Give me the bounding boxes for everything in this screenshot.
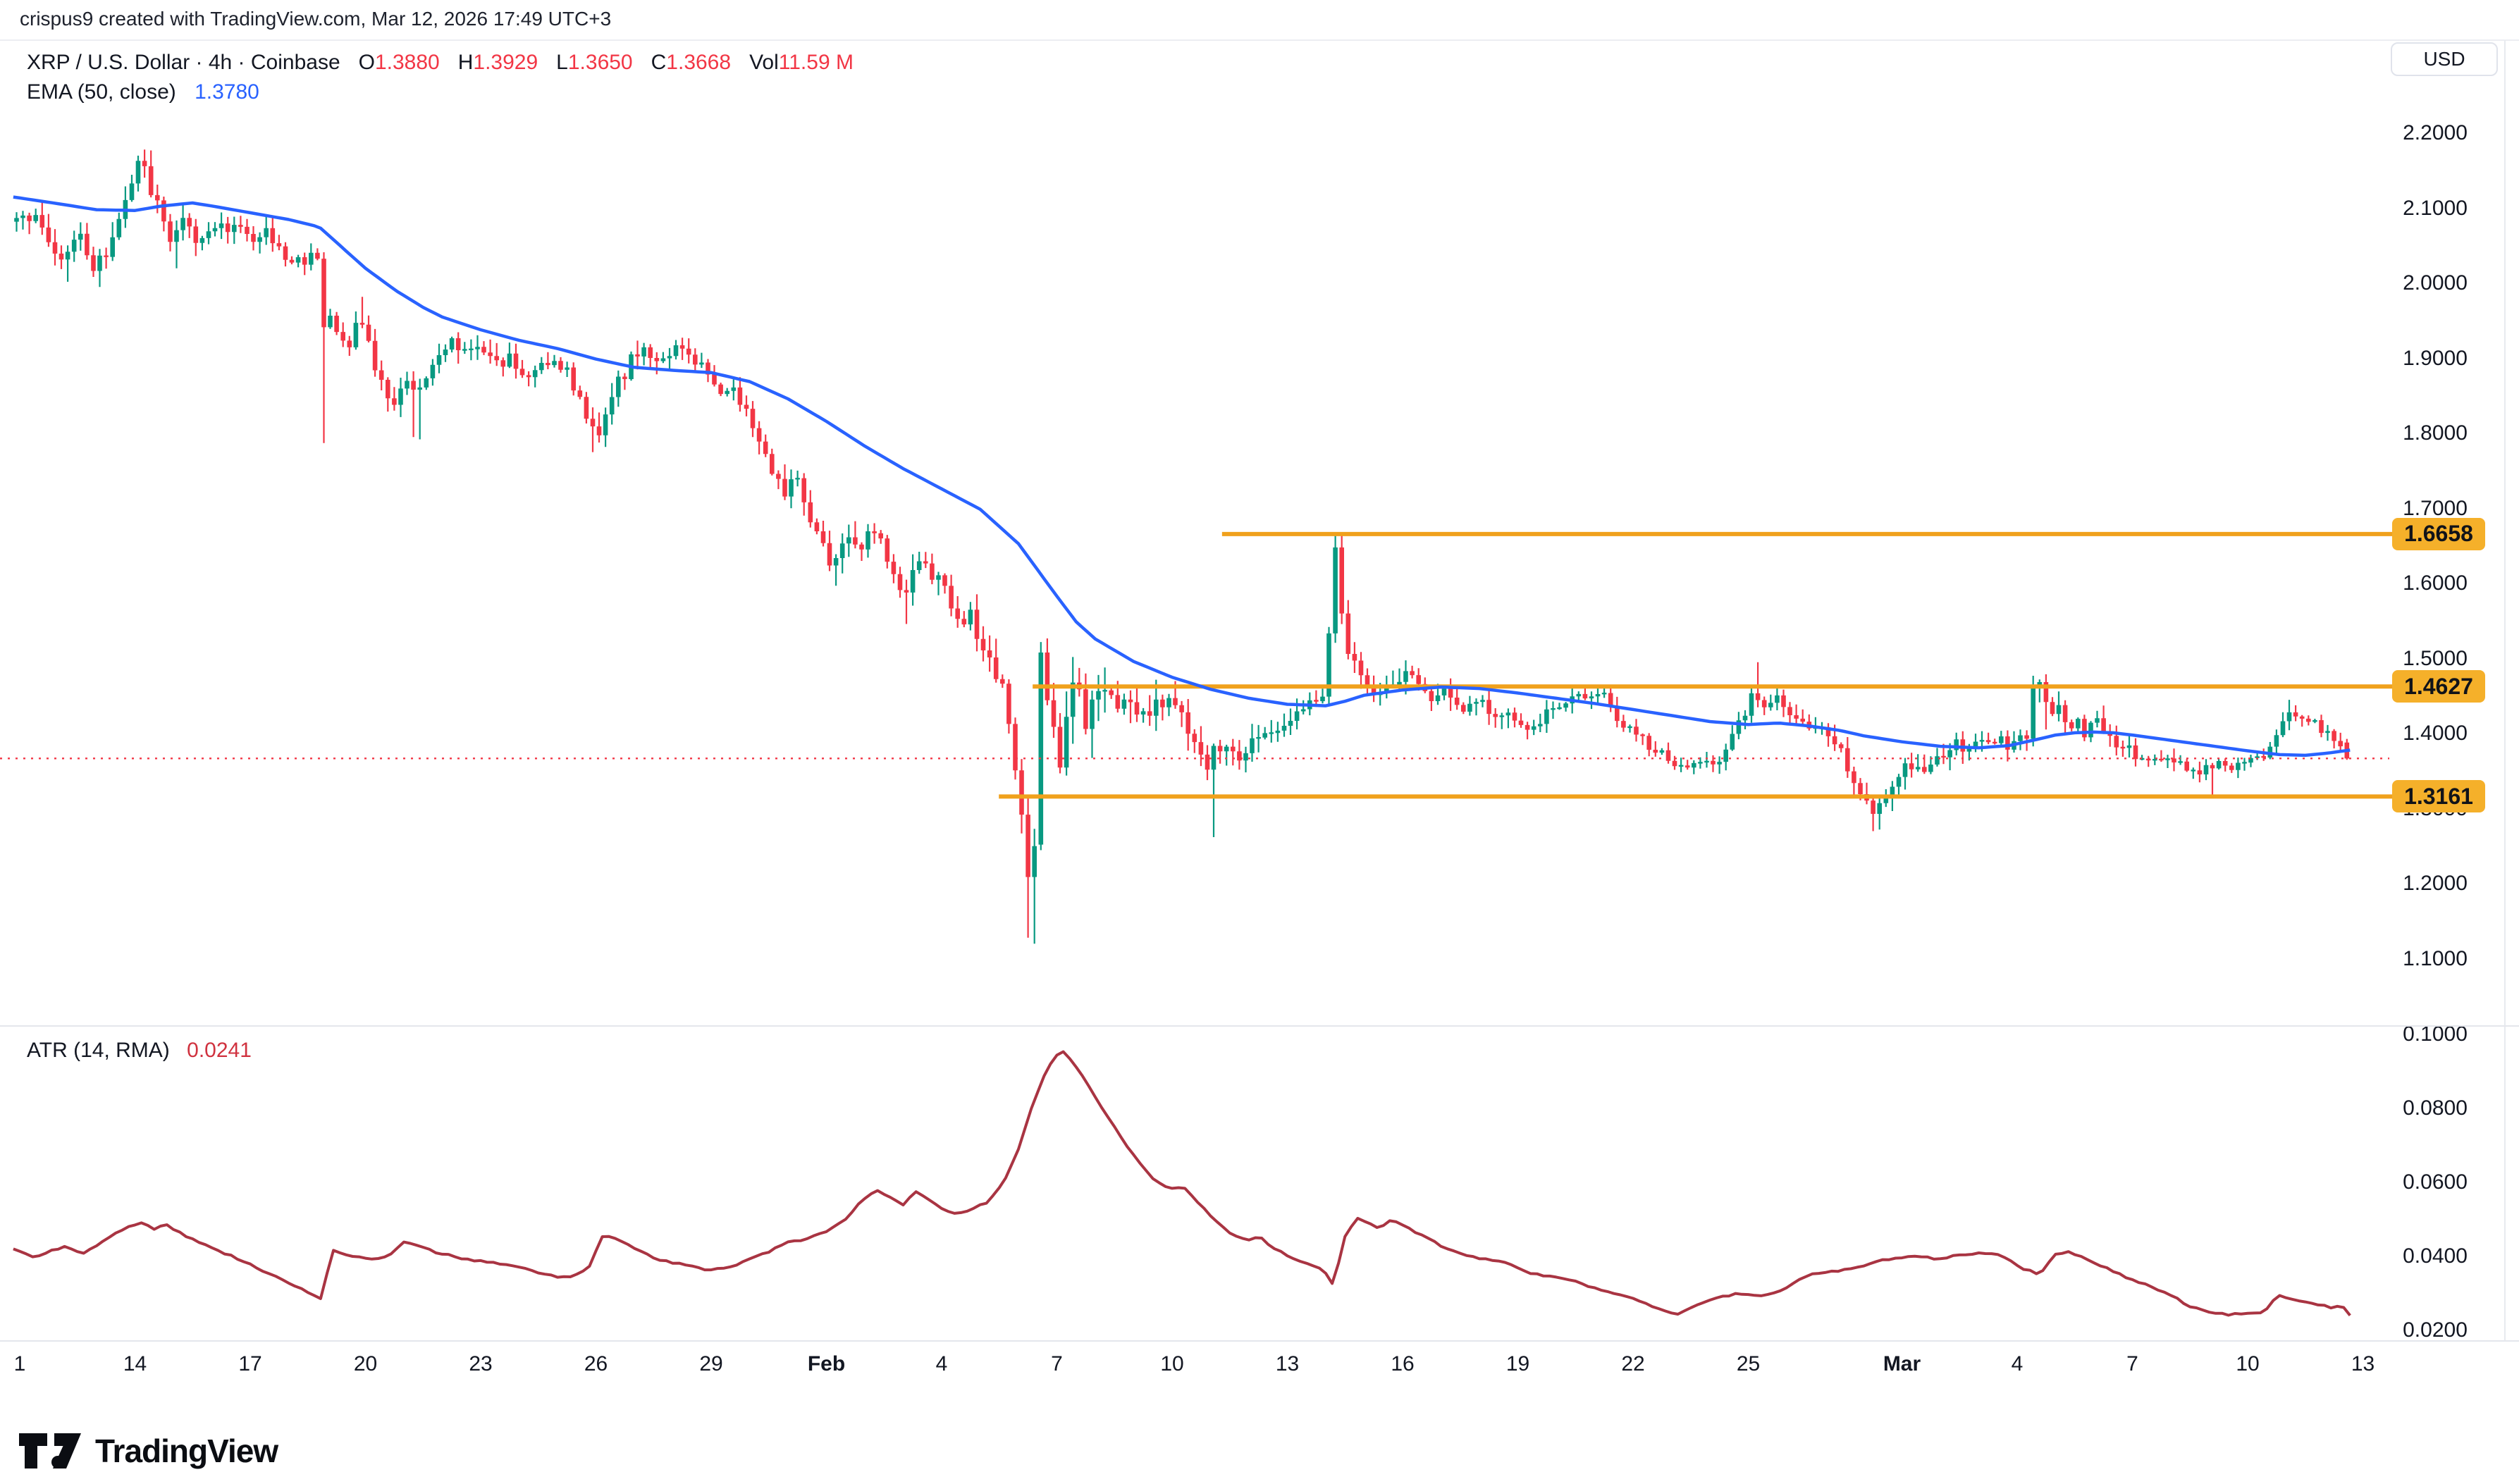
price-scale-label: 1.8000 [2403, 421, 2468, 445]
tradingview-logo-text: TradingView [95, 1433, 278, 1469]
atr-line [13, 1050, 2351, 1317]
time-axis-label: 29 [699, 1352, 723, 1375]
time-axis-label: 4 [935, 1352, 948, 1375]
attribution-text: crispus9 created with TradingView.com, M… [20, 8, 612, 30]
time-axis-label: 22 [1621, 1352, 1645, 1375]
price-scale-label: 1.5000 [2403, 646, 2468, 670]
open-value: O1.3880 [358, 51, 440, 74]
tradingview-logo[interactable]: TradingView [18, 1432, 278, 1470]
low-value: L1.3650 [556, 51, 633, 74]
ema-label: EMA (50, close) [27, 80, 176, 104]
price-scale-label: 2.2000 [2403, 121, 2468, 144]
time-axis-label: 25 [1736, 1352, 1761, 1375]
time-axis-label: 7 [2126, 1352, 2138, 1375]
atr-legend: ATR (14, RMA) 0.0241 [27, 1039, 252, 1063]
atr-value: 0.0241 [187, 1039, 252, 1062]
symbol-legend: XRP / U.S. Dollar · 4h · Coinbase O1.388… [27, 51, 854, 75]
price-scale-label: 1.4000 [2403, 722, 2468, 745]
down-candle-bodies [27, 161, 2350, 877]
close-value: C1.3668 [651, 51, 732, 74]
time-axis-label: 13 [1275, 1352, 1300, 1375]
time-axis-label: 7 [1051, 1352, 1063, 1375]
up-candle-bodies [14, 161, 2330, 877]
price-scale-label: 1.2000 [2403, 872, 2468, 895]
header-divider [0, 39, 2519, 41]
time-axis-label: 10 [1160, 1352, 1184, 1375]
price-scale-label: 1.9000 [2403, 346, 2468, 370]
up-candle-wicks [16, 155, 2329, 944]
time-axis-label: 20 [353, 1352, 378, 1375]
time-axis-label: 14 [123, 1352, 147, 1375]
tradingview-logo-icon [19, 1433, 81, 1468]
volume-value: Vol11.59 M [749, 51, 854, 74]
time-axis-label: Feb [807, 1352, 846, 1375]
axis-separator [0, 1340, 2519, 1342]
high-value: H1.3929 [457, 51, 538, 74]
ema-value: 1.3780 [195, 80, 259, 104]
time-axis-label: 17 [238, 1352, 262, 1375]
level-price-badge: 1.3161 [2392, 780, 2485, 813]
down-candle-wicks [28, 149, 2348, 938]
atr-scale-label: 0.0400 [2403, 1244, 2468, 1268]
time-axis-label: 26 [584, 1352, 608, 1375]
atr-scale-label: 0.0800 [2403, 1096, 2468, 1120]
price-scale-label: 2.0000 [2403, 271, 2468, 295]
pane-separator[interactable] [0, 1025, 2519, 1027]
price-scale-label: 1.1000 [2403, 946, 2468, 970]
currency-toggle-button[interactable]: USD [2391, 42, 2498, 76]
time-axis-label: 10 [2236, 1352, 2260, 1375]
time-axis-label: 13 [2351, 1352, 2375, 1375]
price-scale-label: 1.6000 [2403, 571, 2468, 595]
time-axis-label: Mar [1883, 1352, 1921, 1375]
time-axis-label: 16 [1391, 1352, 1415, 1375]
time-axis-label: 23 [469, 1352, 493, 1375]
level-price-badge: 1.6658 [2392, 517, 2485, 550]
symbol-title: XRP / U.S. Dollar · 4h · Coinbase [27, 51, 340, 74]
atr-scale-label: 0.0600 [2403, 1170, 2468, 1194]
level-price-badge: 1.4627 [2392, 670, 2485, 703]
price-scale-label: 1.7000 [2403, 496, 2468, 520]
atr-label: ATR (14, RMA) [27, 1039, 170, 1062]
time-axis-label: 4 [2011, 1352, 2024, 1375]
ema-legend: EMA (50, close) 1.3780 [27, 80, 259, 104]
scale-right-border [2504, 40, 2506, 1340]
atr-scale-label: 0.0200 [2403, 1318, 2468, 1342]
time-axis-label: 19 [1505, 1352, 1530, 1375]
price-scale-label: 2.1000 [2403, 196, 2468, 220]
time-axis-label: 1 [13, 1352, 26, 1375]
ema-line [13, 195, 2351, 758]
